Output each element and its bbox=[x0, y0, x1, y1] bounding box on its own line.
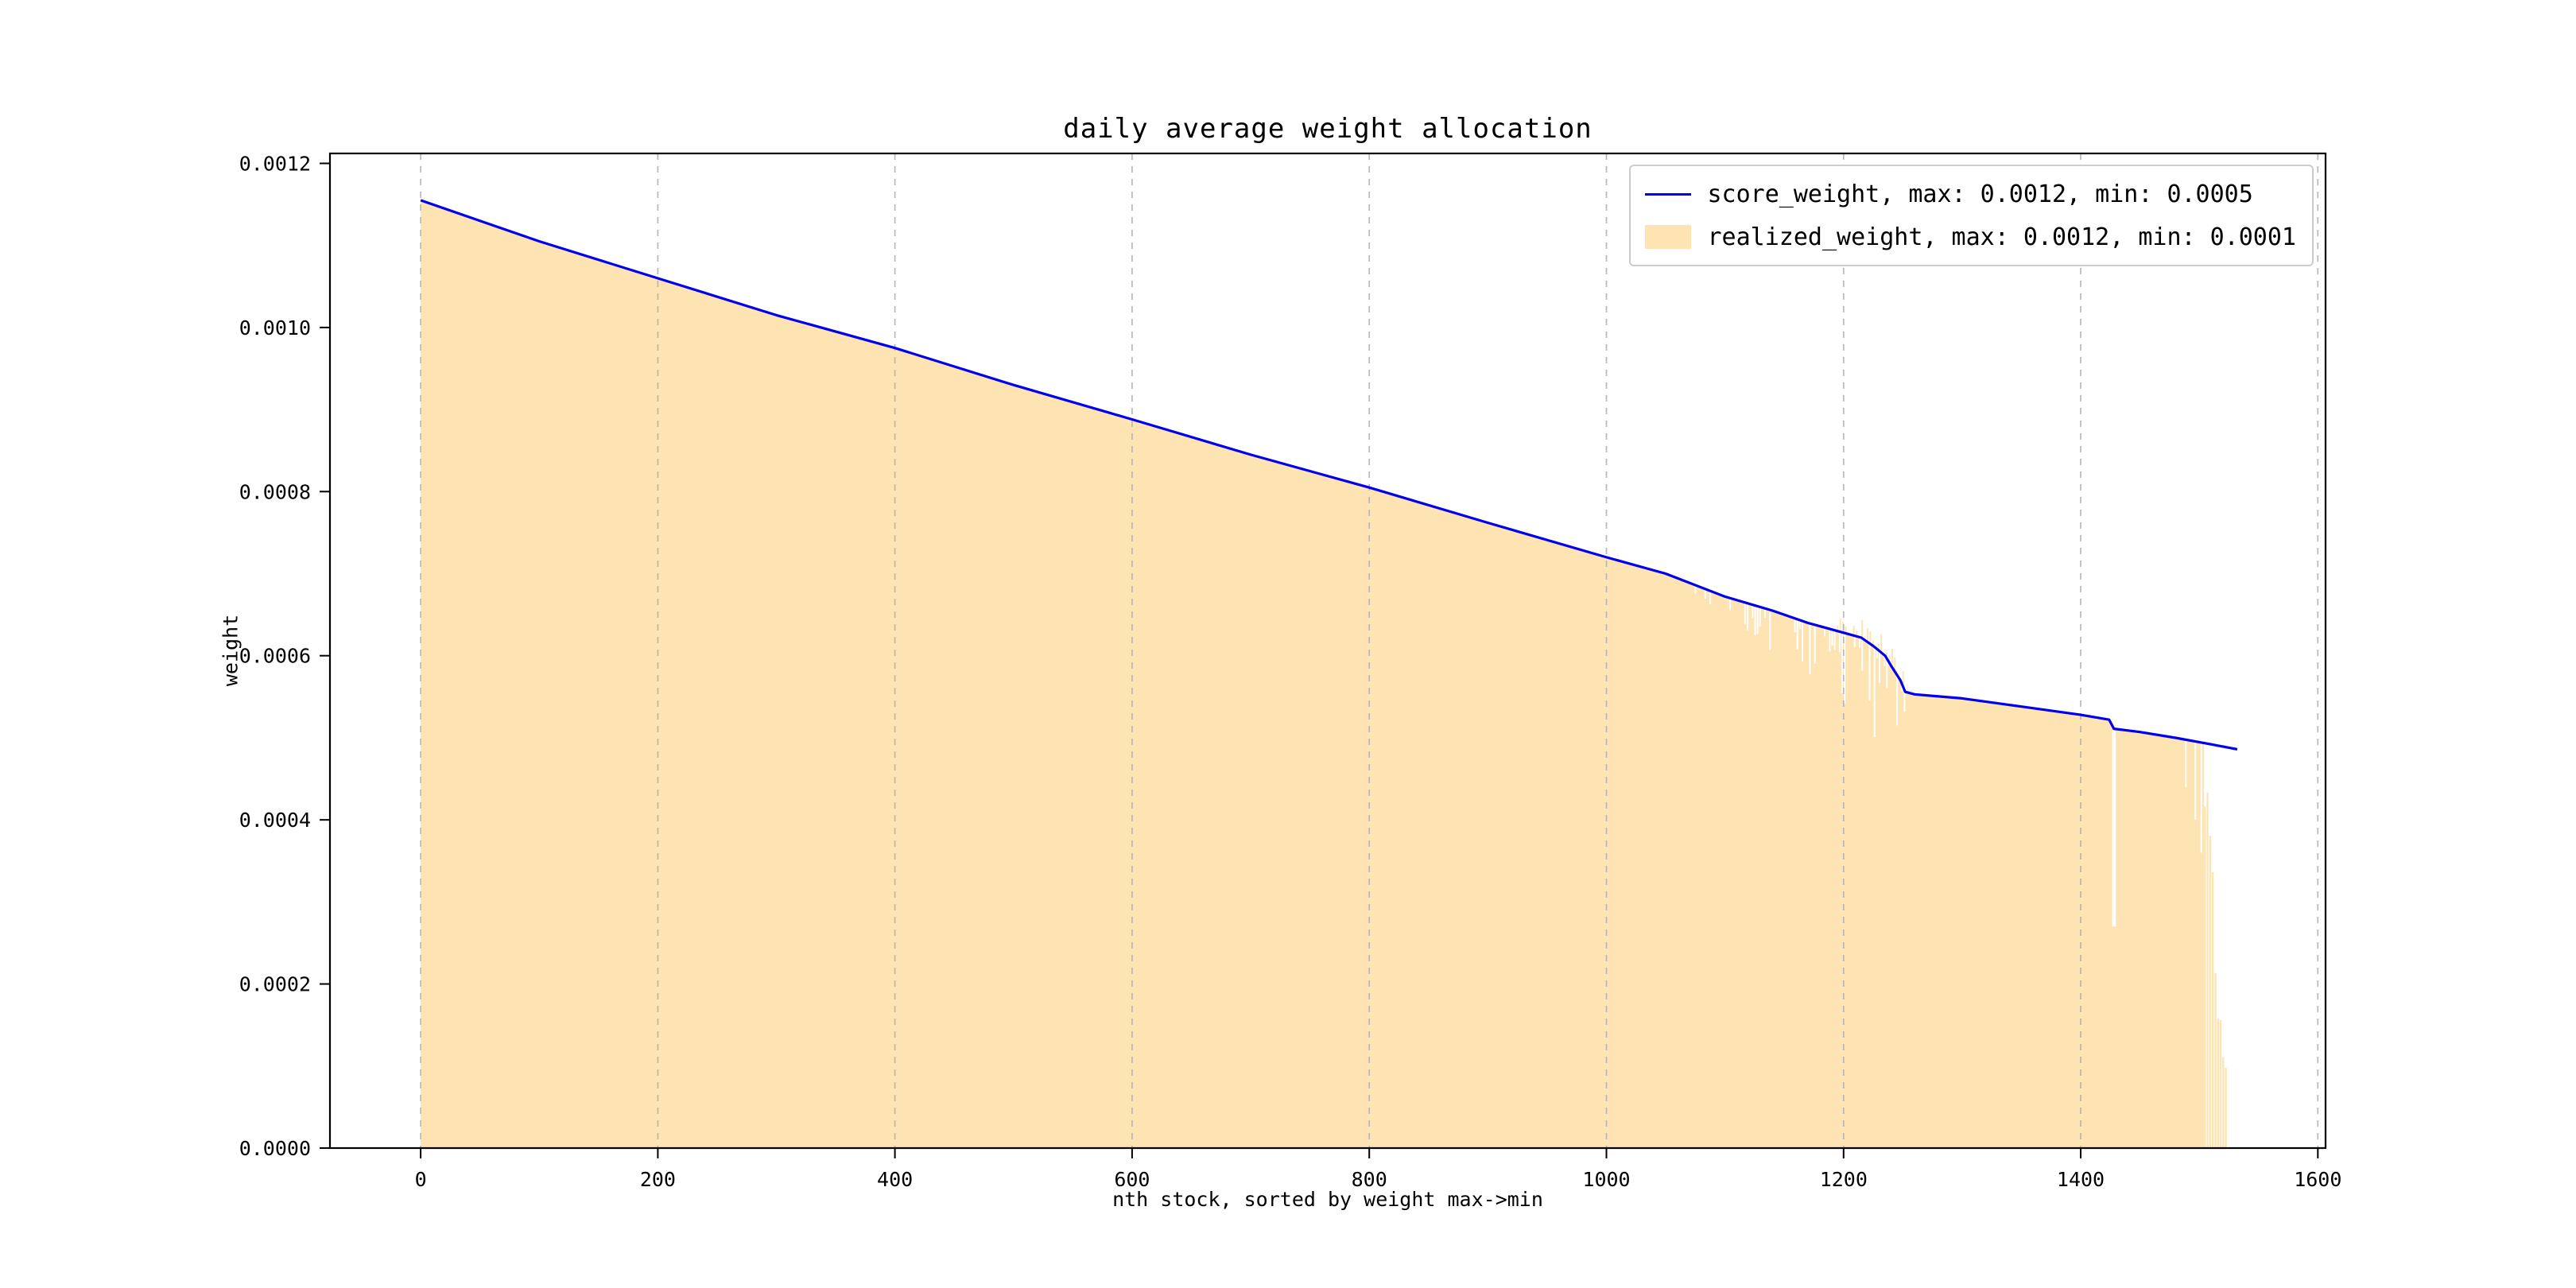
svg-text:1400: 1400 bbox=[2057, 1168, 2105, 1191]
svg-text:0: 0 bbox=[415, 1168, 427, 1191]
svg-text:1600: 1600 bbox=[2294, 1168, 2341, 1191]
svg-text:0.0012: 0.0012 bbox=[239, 153, 311, 176]
legend-entry-score-weight: score_weight, max: 0.0012, min: 0.0005 bbox=[1645, 176, 2296, 212]
svg-text:0.0010: 0.0010 bbox=[239, 316, 311, 339]
svg-text:1200: 1200 bbox=[1820, 1168, 1868, 1191]
svg-text:200: 200 bbox=[640, 1168, 676, 1191]
svg-text:600: 600 bbox=[1114, 1168, 1150, 1191]
svg-text:1000: 1000 bbox=[1582, 1168, 1630, 1191]
x-axis-label: nth stock, sorted by weight max->min bbox=[1112, 1188, 1543, 1211]
svg-text:400: 400 bbox=[877, 1168, 913, 1191]
svg-text:0.0004: 0.0004 bbox=[239, 809, 311, 832]
svg-text:0.0000: 0.0000 bbox=[239, 1137, 311, 1160]
legend-line-swatch bbox=[1645, 192, 1692, 196]
svg-text:0.0008: 0.0008 bbox=[239, 480, 311, 503]
legend-patch-swatch bbox=[1645, 225, 1692, 249]
chart-title: daily average weight allocation bbox=[1063, 113, 1593, 145]
legend-entry-realized-weight: realized_weight, max: 0.0012, min: 0.000… bbox=[1645, 219, 2296, 255]
legend-label-score-weight: score_weight, max: 0.0012, min: 0.0005 bbox=[1707, 180, 2253, 208]
legend: score_weight, max: 0.0012, min: 0.0005 r… bbox=[1629, 165, 2314, 266]
svg-text:0.0006: 0.0006 bbox=[239, 645, 311, 668]
svg-text:800: 800 bbox=[1352, 1168, 1387, 1191]
legend-label-realized-weight: realized_weight, max: 0.0012, min: 0.000… bbox=[1707, 223, 2296, 251]
svg-text:0.0002: 0.0002 bbox=[239, 973, 311, 996]
